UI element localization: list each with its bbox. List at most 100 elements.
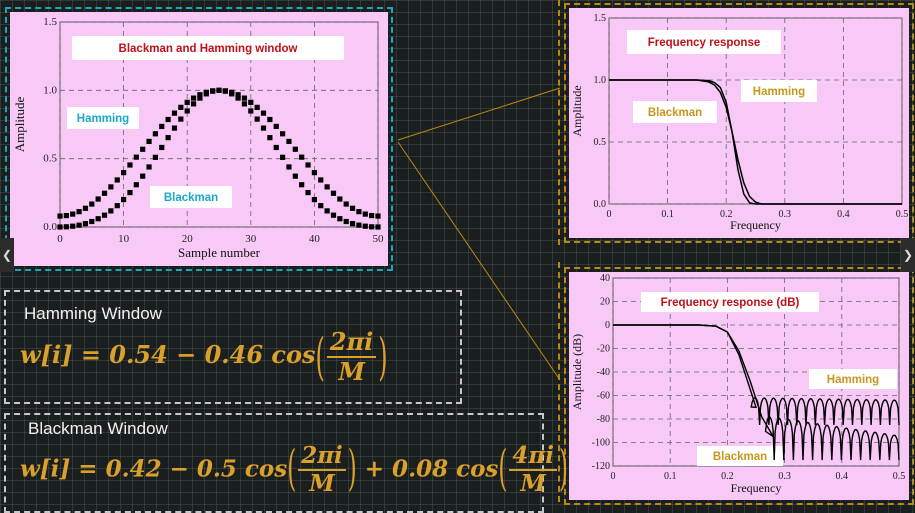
blackman-point [222,88,228,94]
blackman-point [318,203,324,209]
divider-left [558,0,560,245]
y-tick-label: -60 [597,391,610,402]
x-axis-label: Frequency [731,481,782,495]
y-tick-label: 0.5 [594,137,607,148]
x-tick-label: 0 [57,233,63,245]
blackman-point [280,154,286,160]
hamming-point [165,116,171,123]
blackman-formula-box: Blackman Window w[i] = 0.42 − 0.5 cos(2π… [4,413,568,513]
blackman-point [229,91,235,97]
blackman-point [101,212,108,218]
blackman-point [70,223,76,229]
hamming-point [121,170,127,176]
blackman-formula-lhs: w[i] = 0.42 − 0.5 cos [20,455,288,483]
hamming-numerator: 2πi [326,328,377,358]
hamming-point [114,177,120,183]
blackman-point [152,154,158,160]
hamming-point [133,154,139,160]
hamming-point [260,110,267,116]
annotation-hamming-bg [741,80,817,102]
window-chart: 0 10 20 30 40 50 0.0 0.5 1.0 1.5 Sample number Ampl… [12,16,384,260]
blackman-point [330,212,337,218]
blackman-point [159,144,165,151]
hamming-point [280,131,286,137]
hamming-point [349,205,356,211]
blackman-point [267,135,273,141]
x-tick-label: 10 [118,233,130,245]
hamming-point [318,177,324,183]
blackman-point [216,87,222,93]
hamming-point [267,116,273,123]
blackman-formula-mid: + 0.08 cos [364,455,499,483]
chart-title: Frequency response [648,37,760,49]
blackman-point [57,224,63,230]
x-tick-label: 0.4 [836,471,849,482]
blackman-point [260,125,267,131]
hamming-point [159,123,165,130]
blackman-point [362,223,368,229]
y-tick-label: 0 [605,320,610,331]
hamming-formula-box: Hamming Window w[i] = 0.54 − 0.46 cos(2π… [4,290,462,404]
blackman-point [114,203,120,209]
annotation-hamming-bg [809,369,897,389]
blackman-point [133,182,139,188]
hamming-denominator: M [338,356,365,386]
hamming-point [235,92,241,98]
blackman-point [356,222,362,228]
hamming-point [95,196,101,202]
blackman-point [140,173,146,179]
x-tick-label: 0.2 [720,209,733,220]
annotation-hamming-bg [67,107,139,129]
hamming-point [337,196,343,202]
hamming-point [146,138,152,145]
hamming-point [197,92,203,98]
x-tick-label: 0.3 [778,471,791,482]
blackman-point [311,196,317,203]
blackman-point [190,101,197,107]
hamming-title: Hamming Window [24,304,162,323]
x-tick-label: 0 [607,209,612,220]
blackman-point [127,189,133,196]
y-tick-label: -100 [592,438,610,449]
blackman-point [337,216,343,222]
chart-title-bg [627,30,781,54]
blackman-point [349,221,356,227]
x-tick-label: 0 [611,471,616,482]
hamming-point [127,162,133,168]
hamming-point [89,201,95,207]
blackman-point [165,135,171,141]
x-tick-label: 0.5 [896,209,909,220]
blackman-point [248,108,254,114]
next-arrow-icon[interactable]: ❯ [901,238,915,272]
blackman-point [89,218,95,225]
hamming-point [286,138,292,145]
x-axis-label: Frequency [730,218,781,232]
hamming-point [330,190,337,196]
blackman-point [171,125,178,131]
hamming-point [375,213,381,219]
y-axis-label: Amplitude [570,85,584,136]
x-tick-label: 0.1 [661,209,674,220]
blackman-point [184,108,190,114]
hamming-formula-lhs: w[i] = 0.54 − 0.46 cos [20,340,316,370]
y-tick-label: 0.0 [594,199,607,210]
blackman-point [299,182,305,188]
annotation-blackman-bg [150,186,232,208]
chart-title: Blackman and Hamming window [119,43,298,55]
hamming-point [76,209,82,215]
y-tick-label: 0.0 [43,221,57,233]
hamming-formula: w[i] = 0.54 − 0.46 cos(2πi M) [20,327,388,386]
y-tick-label: -80 [597,414,610,425]
hamming-point [369,212,375,219]
annotation-blackman-bg [633,101,717,123]
hamming-point [273,123,279,130]
blackman-title: Blackman Window [28,419,168,438]
y-tick-label: -120 [592,461,610,472]
blackman-point [146,164,152,170]
annotation-blackman: Blackman [164,192,218,204]
hamming-point [190,95,197,101]
hamming-point [292,146,298,152]
prev-arrow-icon[interactable]: ❮ [0,238,14,272]
blackman-denominator-2: M [520,470,546,498]
